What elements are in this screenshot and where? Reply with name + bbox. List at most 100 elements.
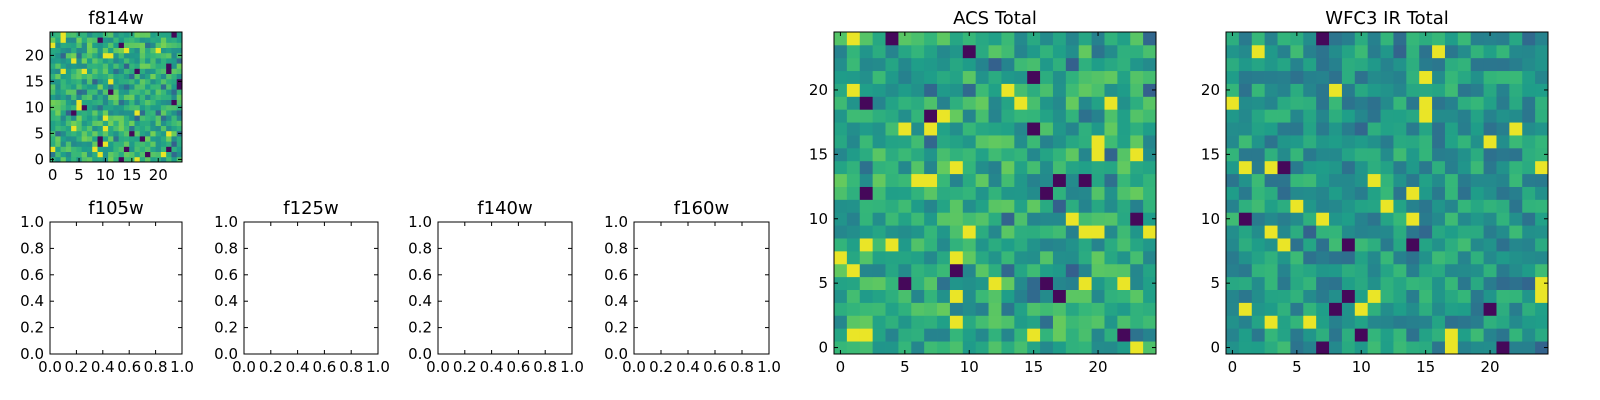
heatmap-cell [1522, 250, 1536, 265]
heatmap-cell [160, 63, 167, 69]
heatmap-cell [949, 276, 964, 290]
heatmap-cell [975, 212, 989, 226]
heatmap-cell [1264, 289, 1278, 303]
heatmap-cell [129, 78, 135, 85]
heatmap-cell [1130, 341, 1144, 355]
heatmap-cell [1226, 250, 1240, 265]
heatmap-cell [859, 44, 874, 59]
heatmap-cell [1432, 32, 1446, 46]
heatmap-cell [1238, 315, 1253, 329]
heatmap-cell [176, 151, 183, 158]
heatmap-cell [1329, 315, 1343, 329]
x-tick-label: 0.6 [312, 358, 336, 376]
heatmap-cell [1052, 302, 1067, 316]
heatmap-cell [1419, 341, 1433, 355]
heatmap-cell [1014, 238, 1028, 252]
heatmap-cell [937, 212, 951, 226]
heatmap-cell [1432, 173, 1446, 187]
heatmap-cell [71, 130, 77, 137]
heatmap-cell [1496, 341, 1510, 355]
x-tick-label: 0.4 [286, 358, 310, 376]
heatmap-cell [145, 89, 151, 95]
heatmap-cell [55, 120, 61, 126]
heatmap-cell [139, 104, 146, 111]
heatmap-cell [118, 89, 125, 95]
heatmap-cell [911, 225, 925, 239]
heatmap-cell [60, 156, 67, 163]
heatmap-cell [859, 83, 874, 97]
heatmap-cell [1277, 315, 1291, 329]
x-tick-label: 0.0 [426, 358, 450, 376]
heatmap-cell [1393, 57, 1407, 72]
heatmap-cell [911, 173, 925, 187]
heatmap-cell [1496, 32, 1510, 46]
heatmap-cell [962, 83, 977, 97]
heatmap-cell [123, 141, 130, 147]
heatmap-cell [55, 115, 61, 121]
heatmap-cell [1406, 315, 1420, 329]
heatmap-cell [1432, 341, 1446, 355]
heatmap-cell [113, 94, 120, 100]
y-tick-label: 1.0 [20, 213, 44, 231]
heatmap-cell [1040, 96, 1054, 110]
heatmap-cell [65, 110, 72, 116]
heatmap-cell [160, 84, 167, 90]
heatmap-cell [92, 146, 98, 152]
heatmap-cell [1329, 302, 1343, 316]
heatmap-cell [1143, 173, 1157, 187]
x-tick-label: 0 [1228, 358, 1238, 376]
heatmap-cell [1303, 135, 1317, 149]
heatmap-cell [123, 99, 130, 106]
heatmap-cell [60, 32, 67, 38]
heatmap-cell [1052, 147, 1067, 162]
heatmap-cell [171, 89, 178, 95]
heatmap-cell [176, 136, 183, 142]
heatmap-cell [846, 341, 861, 355]
heatmap-cell [898, 263, 912, 278]
x-tick-label: 0.2 [453, 358, 477, 376]
heatmap-cell [1117, 225, 1131, 239]
heatmap-cell [1078, 315, 1092, 329]
heatmap-cell [1432, 109, 1446, 123]
heatmap-cell [924, 225, 938, 239]
heatmap-cell [1001, 302, 1015, 316]
heatmap-cell [176, 110, 183, 116]
heatmap-cell [1014, 289, 1028, 303]
heatmap-cell [1509, 238, 1523, 252]
heatmap-cell [1329, 212, 1343, 226]
heatmap-cell [1130, 186, 1144, 200]
heatmap-cell [1290, 122, 1304, 136]
heatmap-cell [123, 63, 130, 69]
heatmap-cell [1316, 83, 1330, 97]
heatmap-cell [150, 78, 156, 85]
heatmap-cell [1014, 328, 1028, 342]
heatmap-cell [1290, 199, 1304, 213]
heatmap-cell [1509, 186, 1523, 200]
heatmap-cell [176, 146, 183, 152]
heatmap-cell [145, 37, 151, 43]
heatmap-cell [108, 37, 114, 43]
heatmap-cell [1143, 238, 1157, 252]
heatmap-cell [1014, 96, 1028, 110]
heatmap-cell [1367, 302, 1381, 316]
heatmap-cell [86, 146, 93, 152]
heatmap-cell [846, 225, 861, 239]
heatmap-cell [160, 125, 167, 132]
heatmap-cell [962, 70, 977, 84]
heatmap-cell [1522, 225, 1536, 239]
heatmap-cell [846, 160, 861, 175]
heatmap-cell [949, 32, 964, 46]
heatmap-cell [155, 89, 162, 95]
heatmap-cell [1277, 341, 1291, 355]
heatmap-cell [1444, 225, 1459, 239]
heatmap-cell [1130, 57, 1144, 72]
heatmap-cell [1303, 57, 1317, 72]
heatmap-cell [1522, 341, 1536, 355]
heatmap-cell [102, 120, 109, 126]
heatmap-cell [123, 84, 130, 90]
heatmap-cell [911, 289, 925, 303]
heatmap-cell [975, 70, 989, 84]
heatmap-cell [1001, 186, 1015, 200]
heatmap-cell [1457, 199, 1472, 213]
heatmap-cell [50, 84, 56, 90]
